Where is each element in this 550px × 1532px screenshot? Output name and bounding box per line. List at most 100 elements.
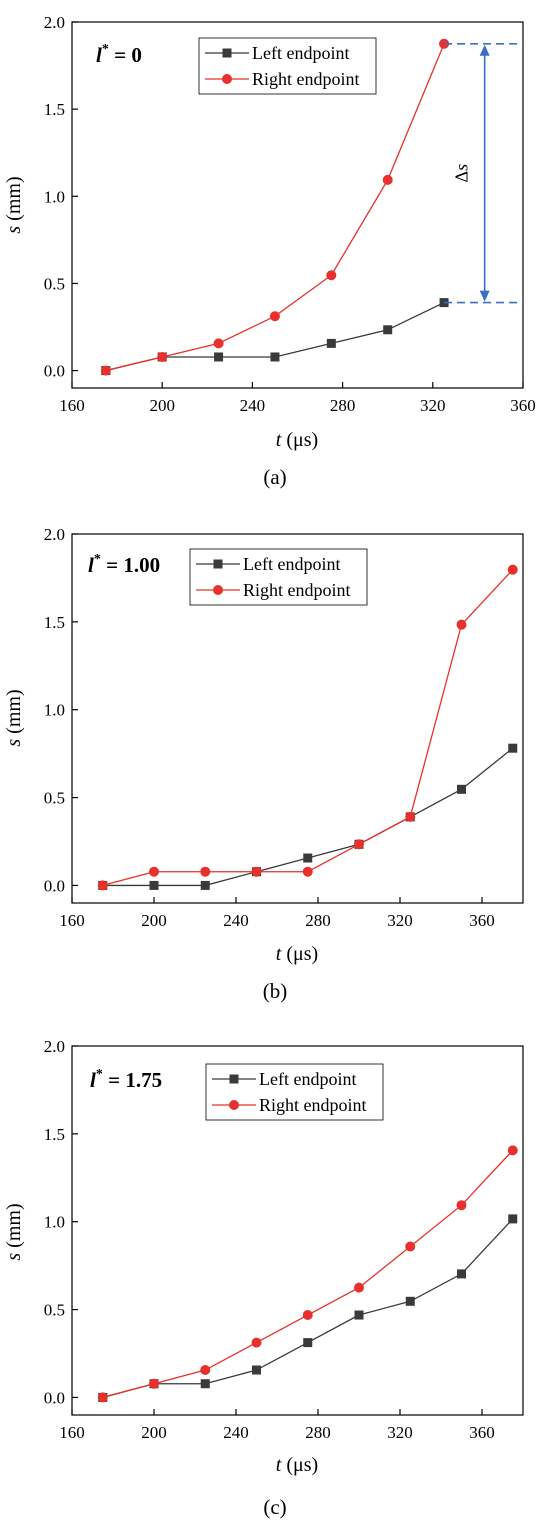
plot-frame xyxy=(71,21,524,389)
x-tick-label: 320 xyxy=(420,396,446,415)
chart-a-ylabel: s (mm) xyxy=(3,176,25,233)
point-left xyxy=(354,1310,364,1320)
plot-frame xyxy=(71,533,524,904)
point-right xyxy=(507,1145,518,1156)
chart-b-panel-label: (b) xyxy=(263,979,288,1003)
chart-c-xlabel: t (μs) xyxy=(276,1454,318,1476)
chart-panel-c: 160 200 240 280 320 360 0.0 0.5 1.0 1.5 2.0 s (mm)… xyxy=(0,1010,550,1527)
legend-box xyxy=(205,1063,384,1121)
chart-panel-b: 160 200 240 280 320 360 0.0 0.5 1.0 1.5 2.0 s (mm)… xyxy=(0,500,550,1010)
point-left xyxy=(508,1214,518,1224)
series-line-right xyxy=(102,569,514,887)
chart-b-series xyxy=(97,564,518,891)
chart-b-ylabel: s (mm) xyxy=(3,689,25,746)
y-tick-label: 1.0 xyxy=(44,187,65,206)
point-right xyxy=(251,1337,262,1348)
y-tick-label: 0.0 xyxy=(44,1388,65,1407)
point-right xyxy=(456,619,467,630)
x-tick-label: 280 xyxy=(305,1423,331,1442)
x-tick-label: 200 xyxy=(141,1423,167,1442)
legend-right-label: Right endpoint xyxy=(243,580,351,600)
chart-a-axes: 160 200 240 280 320 360 0.0 0.5 1.0 1.5 2.0 xyxy=(44,13,536,415)
y-tick-label: 2.0 xyxy=(44,525,65,544)
chart-b-lstar-label: l* = 1.00 xyxy=(88,552,160,577)
chart-b-svg: 160 200 240 280 320 360 0.0 0.5 1.0 1.5 2.0 s (mm)… xyxy=(3,525,524,1003)
y-tick-label: 1.5 xyxy=(44,100,65,119)
y-tick-label: 1.5 xyxy=(44,613,65,632)
y-tick-label: 0.0 xyxy=(44,362,65,381)
chart-a-lstar-label: l* = 0 xyxy=(96,42,142,67)
point-right xyxy=(302,866,313,877)
point-right xyxy=(302,1310,313,1321)
y-tick-label: 0.0 xyxy=(44,876,65,895)
y-tick-label: 2.0 xyxy=(44,13,65,32)
point-left xyxy=(214,352,224,362)
y-tick-label: 1.0 xyxy=(44,701,65,720)
x-tick-label: 160 xyxy=(59,911,85,930)
chart-a-annotation: Δs xyxy=(444,42,523,304)
legend-box xyxy=(198,37,377,95)
y-tick-label: 1.0 xyxy=(44,1213,65,1232)
legend-left-marker xyxy=(222,48,232,58)
point-right xyxy=(149,866,159,877)
point-left xyxy=(457,784,466,794)
series-line-left xyxy=(102,747,514,887)
y-tick-label: 0.5 xyxy=(44,1301,65,1320)
legend-right-marker xyxy=(229,1100,239,1110)
chart-a-svg: 160 200 240 280 320 360 0.0 0.5 1.0 1.5 2.0 Δs s (… xyxy=(3,13,536,489)
point-right xyxy=(507,564,518,575)
point-right xyxy=(382,174,393,185)
chart-c-svg: 160 200 240 280 320 360 0.0 0.5 1.0 1.5 2.0 s (mm)… xyxy=(3,1037,524,1519)
annotation-arrowhead-bottom xyxy=(479,290,490,302)
chart-c-axes: 160 200 240 280 320 360 0.0 0.5 1.0 1.5 2.0 xyxy=(44,1037,524,1442)
chart-c-legend: Left endpoint Right endpoint xyxy=(205,1063,384,1121)
x-tick-label: 240 xyxy=(223,911,249,930)
point-right xyxy=(97,880,108,891)
point-left xyxy=(457,1269,466,1279)
point-right xyxy=(405,811,416,822)
chart-b-legend: Left endpoint Right endpoint xyxy=(189,548,368,606)
point-right xyxy=(354,1282,364,1293)
point-left xyxy=(200,1379,210,1389)
chart-a-legend: Left endpoint Right endpoint xyxy=(198,37,377,95)
chart-c-panel-label: (c) xyxy=(263,1495,286,1519)
y-tick-label: 0.5 xyxy=(44,274,65,293)
x-tick-label: 240 xyxy=(223,1423,249,1442)
point-right xyxy=(251,866,262,877)
point-right xyxy=(354,839,364,850)
point-right xyxy=(157,351,168,362)
legend-left-marker xyxy=(213,559,223,569)
chart-c-ylabel: s (mm) xyxy=(3,1203,25,1260)
point-left xyxy=(508,743,518,753)
point-left xyxy=(405,1296,415,1306)
point-left xyxy=(326,338,336,348)
point-right xyxy=(456,1200,467,1211)
x-tick-label: 320 xyxy=(387,911,413,930)
legend-left-label: Left endpoint xyxy=(252,43,349,63)
legend-left-label: Left endpoint xyxy=(243,554,340,574)
point-left xyxy=(270,352,280,362)
chart-c-lstar-label: l* = 1.75 xyxy=(90,1067,162,1092)
series-line-right xyxy=(102,1149,514,1399)
point-right xyxy=(405,1241,416,1252)
x-tick-label: 360 xyxy=(510,396,536,415)
chart-a-panel-label: (a) xyxy=(263,465,286,489)
legend-box xyxy=(189,548,368,606)
chart-panel-a: 160 200 240 280 320 360 0.0 0.5 1.0 1.5 2.0 Δs s (… xyxy=(0,0,550,500)
point-right xyxy=(149,1378,159,1389)
point-left xyxy=(252,1365,261,1375)
x-tick-label: 160 xyxy=(59,396,85,415)
chart-b-axes: 160 200 240 280 320 360 0.0 0.5 1.0 1.5 2.0 xyxy=(44,525,524,930)
x-tick-label: 240 xyxy=(240,396,266,415)
x-tick-label: 160 xyxy=(59,1423,85,1442)
x-tick-label: 200 xyxy=(141,911,167,930)
legend-left-marker xyxy=(229,1074,239,1084)
x-tick-label: 200 xyxy=(149,396,175,415)
legend-right-label: Right endpoint xyxy=(259,1095,367,1115)
legend-left-label: Left endpoint xyxy=(259,1069,356,1089)
point-right xyxy=(200,1365,211,1376)
y-tick-label: 1.5 xyxy=(44,1125,65,1144)
point-right xyxy=(326,270,337,281)
x-tick-label: 360 xyxy=(469,911,495,930)
point-left xyxy=(149,880,159,890)
